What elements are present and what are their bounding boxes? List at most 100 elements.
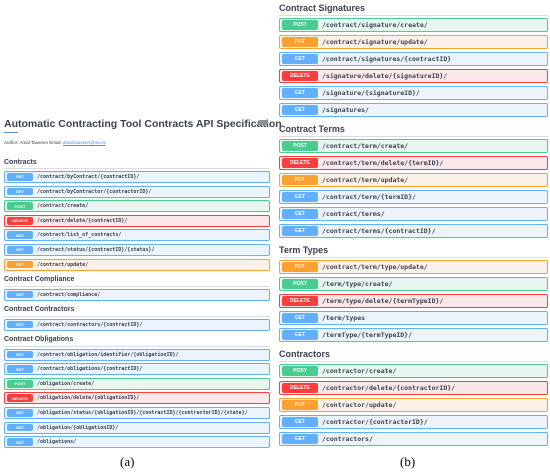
endpoint-path: /contract/term/type/update/ xyxy=(322,263,428,271)
endpoint-row[interactable]: GET/contract/obligations/{contractID}/ xyxy=(4,363,270,376)
method-badge: GET xyxy=(7,365,33,374)
endpoint-row[interactable]: POST/term/type/create/ xyxy=(279,277,548,291)
group-heading[interactable]: Contract Signatures xyxy=(279,2,366,13)
endpoint-row[interactable]: POST/contract/create/ xyxy=(4,200,270,213)
endpoint-row[interactable]: POST/contract/term/create/ xyxy=(279,139,548,153)
endpoint-row[interactable]: GET/contract/term/{termID}/ xyxy=(279,190,548,204)
endpoint-row[interactable]: DELETE/contract/delete/{contractID}/ xyxy=(4,214,270,227)
method-badge: GET xyxy=(282,105,318,115)
endpoint-row[interactable]: PUT/contract/signature/update/ xyxy=(279,35,548,49)
author: Author: Amal Tauseen Email: xyxy=(4,140,63,145)
endpoint-path: /contract/compliance/ xyxy=(37,291,101,298)
endpoint-row[interactable]: GET/termType/{termTypeID}/ xyxy=(279,328,548,342)
endpoint-row[interactable]: POST/obligation/create/ xyxy=(4,377,270,390)
endpoint-path: /obligations/ xyxy=(37,439,77,446)
method-badge: GET xyxy=(7,409,33,417)
method-badge: POST xyxy=(282,20,318,30)
endpoint-row[interactable]: GET/contract/compliance/ xyxy=(4,288,270,301)
endpoint-path: /contract/term/update/ xyxy=(322,176,409,184)
method-badge: GET xyxy=(282,54,318,64)
method-badge: POST xyxy=(282,141,318,151)
endpoint-row[interactable]: GET/contract/byContractor/{contractorID}… xyxy=(4,185,270,198)
method-badge: GET xyxy=(282,313,318,323)
panel-caption: (b) xyxy=(400,454,416,469)
endpoint-path: /contract/byContract/{contractID}/ xyxy=(37,174,140,180)
endpoint-path: /contract/delete/{contractID}/ xyxy=(37,217,128,224)
method-badge: PUT xyxy=(282,262,318,272)
endpoint-path: /contract/signatures/{contractID} xyxy=(322,55,452,63)
endpoint-path: /contract/obligation/identifier/{obligat… xyxy=(37,351,179,358)
endpoint-row[interactable]: GET/term/types xyxy=(279,311,548,325)
endpoint-path: /obligation/status/{obligationID}/{contr… xyxy=(37,410,248,416)
endpoint-row[interactable]: DELETE/contract/term/delete/{termID}/ xyxy=(279,156,548,170)
endpoint-path: /contract/term/{termID}/ xyxy=(322,193,416,201)
endpoint-row[interactable]: GET/contract/list_of_contracts/ xyxy=(4,229,270,242)
method-badge: POST xyxy=(7,379,33,388)
endpoint-path: /obligation/delete/{obligationID}/ xyxy=(37,395,140,402)
endpoint-path: /term/type/delete/{termTypeID}/ xyxy=(322,297,444,305)
endpoint-row[interactable]: GET/signature/{signatureID}/ xyxy=(279,86,548,100)
group-divider xyxy=(279,14,548,16)
endpoint-row[interactable]: GET/obligations/ xyxy=(4,436,270,449)
endpoint-row[interactable]: GET/obligation/{obligationID}/ xyxy=(4,421,270,434)
group-heading[interactable]: Contract Compliance xyxy=(4,276,75,284)
endpoint-path: /obligation/create/ xyxy=(37,380,95,387)
endpoint-row[interactable]: GET/contract/obligation/identifier/{obli… xyxy=(4,348,270,361)
endpoint-path: /contractors/ xyxy=(322,435,373,443)
endpoint-row[interactable]: PUT/contract/update/ xyxy=(4,258,270,271)
method-badge: GET xyxy=(7,231,33,240)
endpoint-path: /contract/list_of_contracts/ xyxy=(37,232,122,239)
group-heading[interactable]: Contract Terms xyxy=(279,123,345,134)
group-divider xyxy=(4,168,270,170)
endpoint-row[interactable]: DELETE/signature/delete/{signatureID}/ xyxy=(279,69,548,83)
method-badge: DELETE xyxy=(282,383,318,393)
endpoint-row[interactable]: GET/contractors/ xyxy=(279,432,548,446)
endpoint-row[interactable]: GET/contract/status/{contractID}/{status… xyxy=(4,244,270,256)
endpoint-row[interactable]: POST/contract/signature/create/ xyxy=(279,18,548,32)
group-heading[interactable]: Contractors xyxy=(279,348,331,359)
endpoint-row[interactable]: GET/contract/terms/ xyxy=(279,207,548,221)
group-divider xyxy=(279,360,548,362)
group-heading[interactable]: Term Types xyxy=(279,244,329,255)
endpoint-row[interactable]: DELETE/obligation/delete/{obligationID}/ xyxy=(4,392,270,405)
method-badge: DELETE xyxy=(282,296,318,306)
endpoint-row[interactable]: GET/contract/signatures/{contractID} xyxy=(279,52,548,66)
endpoint-path: /contract/terms/{contractID}/ xyxy=(322,227,436,235)
endpoint-path: /contract/signature/create/ xyxy=(322,21,428,29)
group-divider xyxy=(4,315,270,317)
endpoint-row[interactable]: GET/signatures/ xyxy=(279,103,548,117)
group-divider xyxy=(279,135,548,137)
endpoint-path: /contractor/update/ xyxy=(322,401,397,409)
method-badge: POST xyxy=(7,202,33,211)
panel-caption: (a) xyxy=(120,454,135,469)
endpoint-row[interactable]: GET/contract/byContract/{contractID}/ xyxy=(4,171,270,183)
method-badge: PUT xyxy=(282,175,318,185)
group-heading[interactable]: Contract Contractors xyxy=(4,306,75,314)
endpoint-path: /contract/signature/update/ xyxy=(322,38,428,46)
method-badge: POST xyxy=(282,279,318,289)
method-badge: GET xyxy=(7,173,33,181)
endpoint-row[interactable]: PUT/contract/term/type/update/ xyxy=(279,260,548,274)
method-badge: POST xyxy=(282,366,318,376)
endpoint-row[interactable]: DELETE/contractor/delete/{contractorID}/ xyxy=(279,381,548,395)
endpoint-row[interactable]: PUT/contractor/update/ xyxy=(279,398,548,412)
method-badge: GET xyxy=(7,187,33,196)
endpoint-path: /signatures/ xyxy=(322,106,369,114)
endpoint-row[interactable]: PUT/contract/term/update/ xyxy=(279,173,548,187)
endpoint-row[interactable]: GET/contract/contractors/{contractID}/ xyxy=(4,318,270,331)
endpoint-path: /signature/{signatureID}/ xyxy=(322,89,420,97)
endpoint-path: /contract/term/create/ xyxy=(322,142,409,150)
endpoint-row[interactable]: GET/contractor/{contractorID}/ xyxy=(279,415,548,429)
method-badge: PUT xyxy=(282,400,318,410)
endpoint-path: /contract/term/delete/{termID}/ xyxy=(322,159,444,167)
method-badge: PUT xyxy=(282,37,318,47)
endpoint-path: /contract/contractors/{contractID}/ xyxy=(37,321,143,328)
api-title: Automatic Contracting Tool Contracts API… xyxy=(4,118,282,130)
email-link[interactable]: amal.tauseen@tno.nl xyxy=(62,140,106,145)
group-heading[interactable]: Contracts xyxy=(4,158,37,166)
endpoint-row[interactable]: DELETE/term/type/delete/{termTypeID}/ xyxy=(279,294,548,308)
endpoint-row[interactable]: GET/contract/terms/{contractID}/ xyxy=(279,224,548,238)
endpoint-row[interactable]: GET/obligation/status/{obligationID}/{co… xyxy=(4,407,270,419)
group-heading[interactable]: Contract Obligations xyxy=(4,336,74,344)
endpoint-row[interactable]: POST/contractor/create/ xyxy=(279,364,548,378)
